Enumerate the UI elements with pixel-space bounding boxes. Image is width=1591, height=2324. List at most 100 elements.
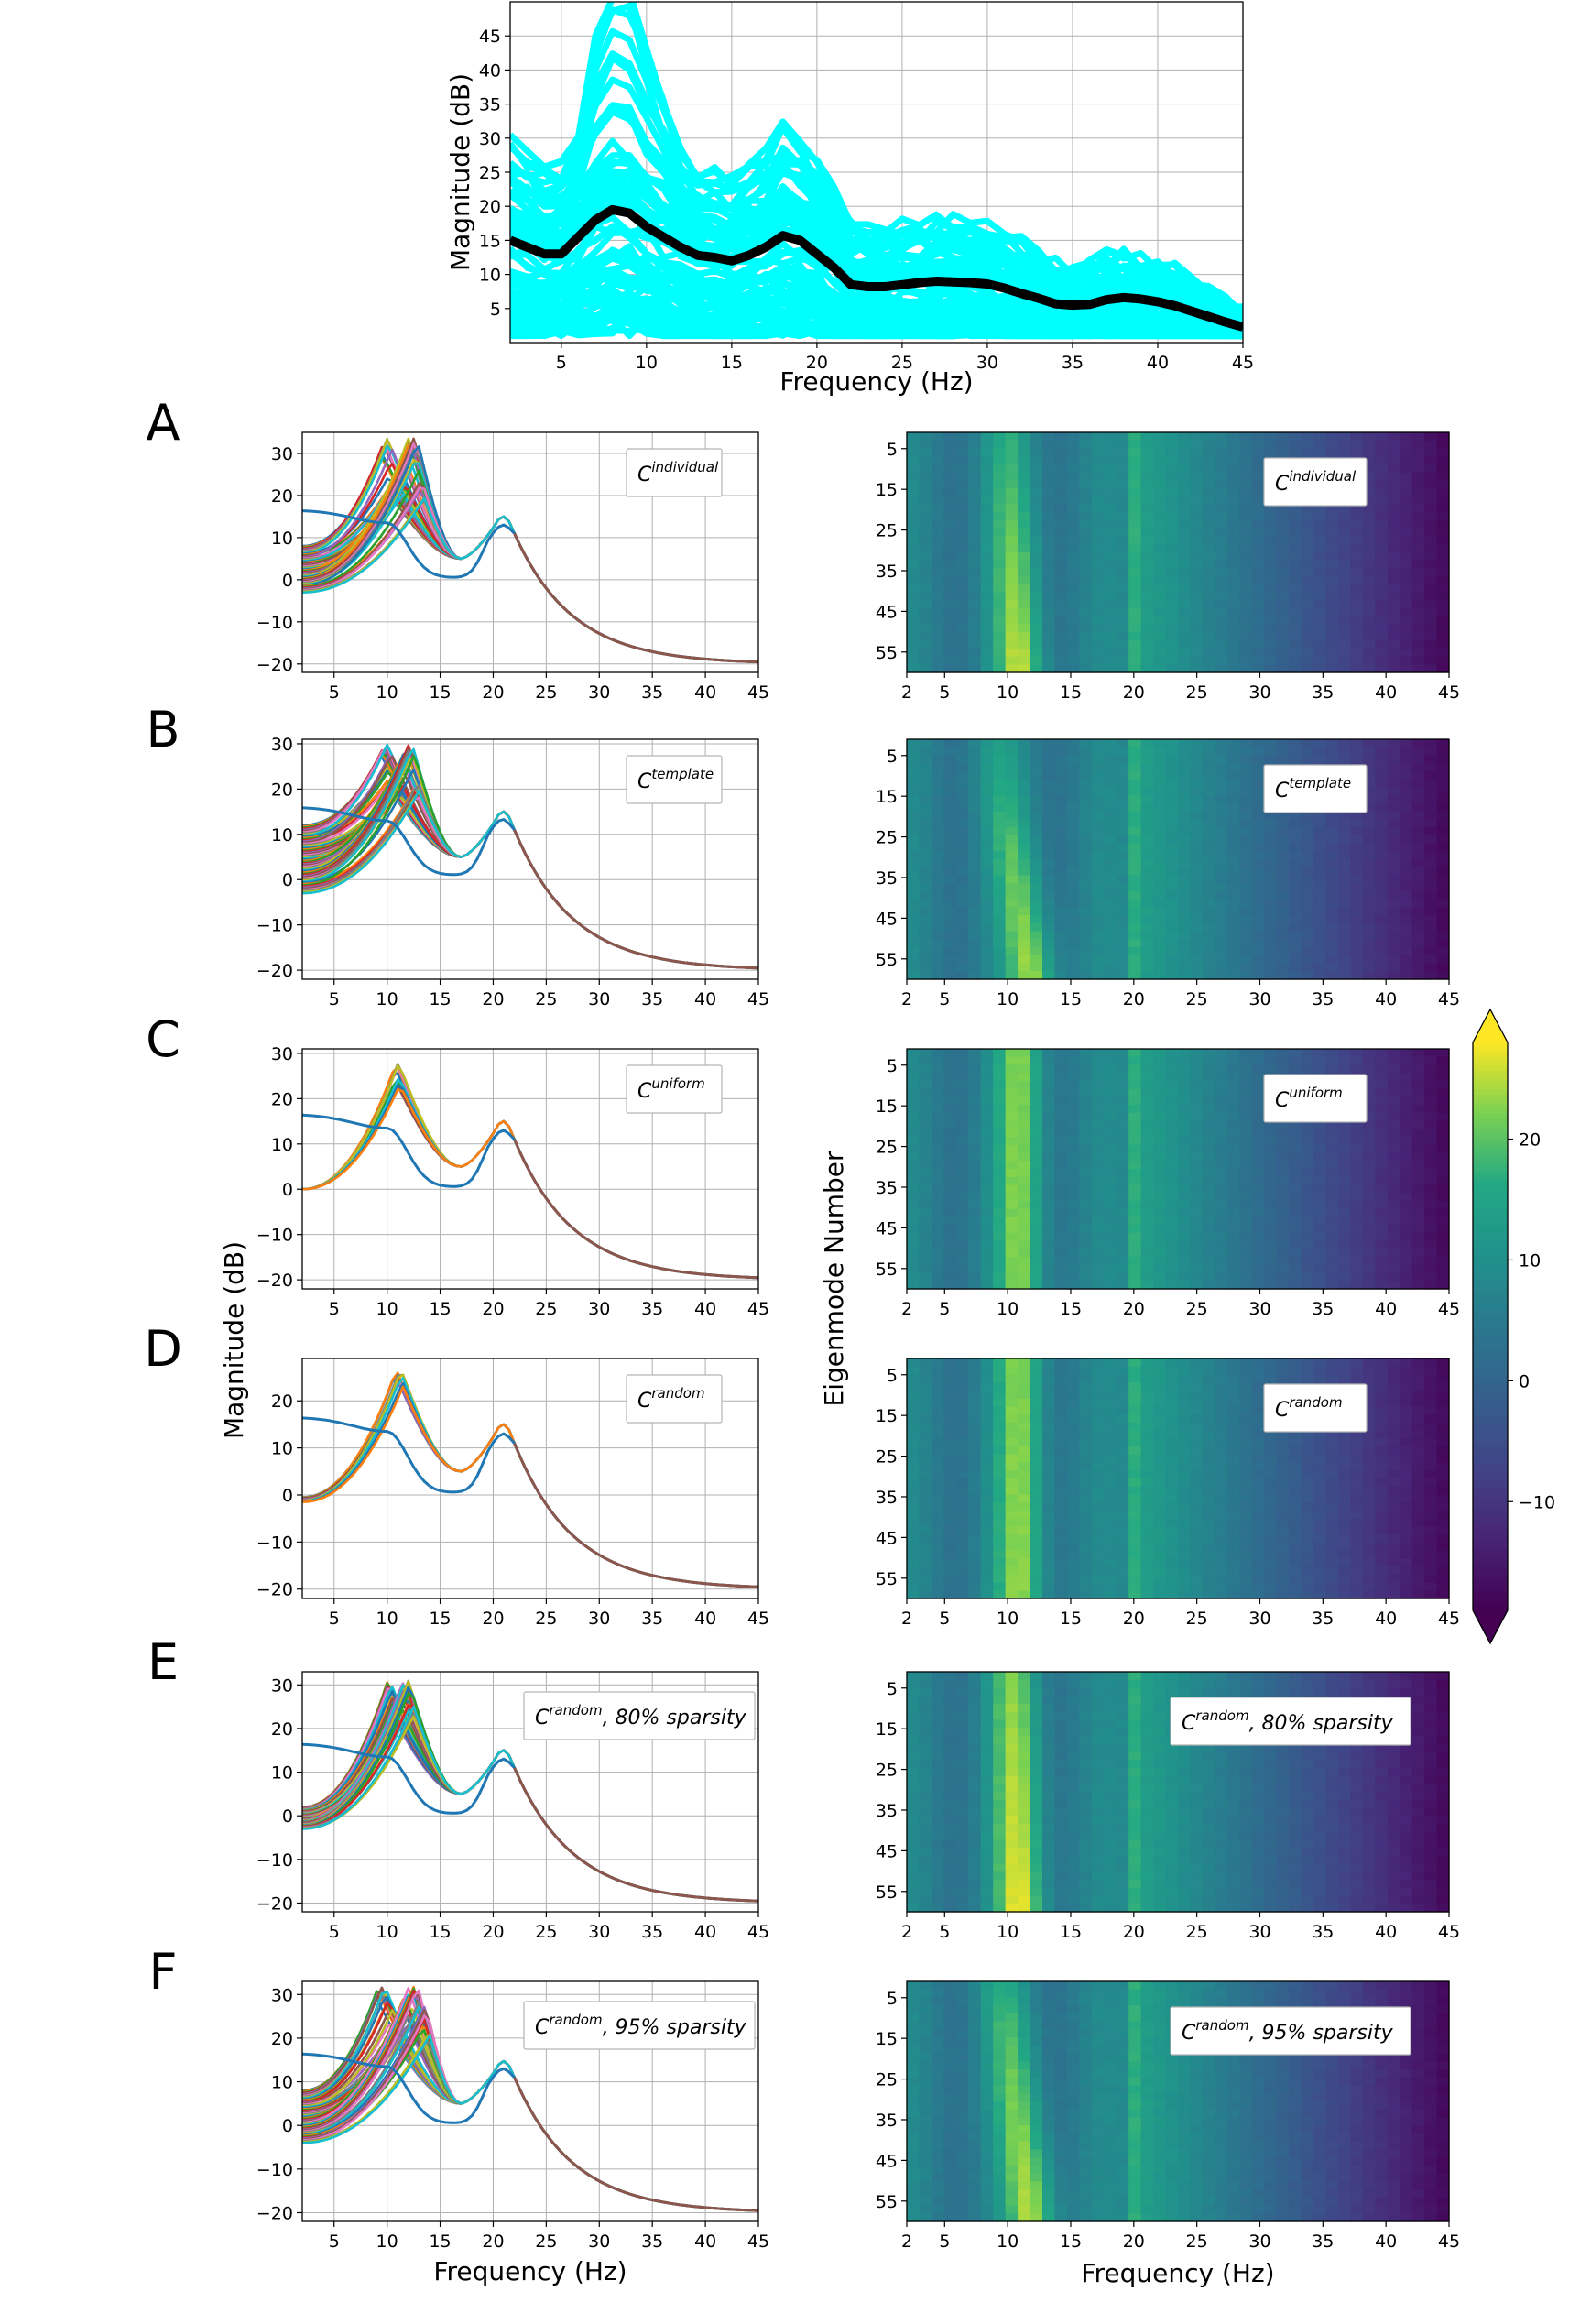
heatmap-cell xyxy=(931,787,944,796)
heatmap-cell xyxy=(1362,1137,1376,1146)
heatmap-cell xyxy=(1411,1161,1425,1170)
heatmap-cell xyxy=(1178,616,1192,626)
heatmap-cell xyxy=(1424,907,1438,916)
heatmap-cell xyxy=(1030,1193,1043,1202)
heatmap-cell xyxy=(1190,536,1204,545)
heatmap-cell xyxy=(1400,536,1413,545)
heatmap-cell xyxy=(1375,656,1389,665)
heatmap-cell xyxy=(1165,899,1179,908)
heatmap-cell xyxy=(1178,922,1192,933)
heatmap-cell xyxy=(1301,1176,1314,1186)
heatmap-cell xyxy=(1128,899,1142,908)
heatmap-cell xyxy=(1165,624,1179,633)
heatmap-cell xyxy=(1165,819,1179,828)
heatmap-cell xyxy=(1054,1056,1068,1066)
heatmap-cell xyxy=(1337,1200,1351,1210)
heatmap-cell xyxy=(1079,1176,1093,1186)
heatmap-cell xyxy=(1400,504,1413,513)
heatmap-cell xyxy=(1005,899,1019,908)
heatmap-cell xyxy=(1104,536,1117,545)
heatmap-cell xyxy=(955,1382,969,1391)
heatmap-cell xyxy=(1104,632,1117,641)
heatmap-cell xyxy=(1153,488,1167,497)
heatmap-cell xyxy=(1030,456,1043,465)
heatmap-cell xyxy=(968,568,982,577)
heatmap-cell xyxy=(1116,1112,1129,1122)
heatmap-cell xyxy=(907,1249,921,1258)
heatmap-cell xyxy=(1066,464,1080,474)
heatmap-cell xyxy=(1239,1281,1253,1290)
heatmap-cell xyxy=(1239,890,1253,900)
heatmap-cell xyxy=(1190,1200,1204,1210)
heatmap-cell xyxy=(1153,739,1167,748)
heatmap-cell xyxy=(1190,464,1204,474)
heatmap-cell xyxy=(1018,922,1031,933)
heatmap-cell xyxy=(1424,536,1438,545)
heatmap-cell xyxy=(1042,827,1056,836)
heatmap-cell xyxy=(1054,1358,1068,1368)
heatmap-cell xyxy=(1104,560,1117,570)
heatmap-cell xyxy=(1190,456,1204,465)
heatmap-cell xyxy=(1226,1169,1240,1178)
heatmap-cell xyxy=(1005,1358,1019,1368)
heatmap-cell xyxy=(1215,1272,1228,1282)
heatmap-cell xyxy=(1301,875,1314,884)
heatmap-cell xyxy=(1030,568,1043,577)
heatmap-cell xyxy=(1054,739,1068,748)
heatmap-cell xyxy=(1387,747,1400,757)
heatmap-cell xyxy=(1005,496,1019,506)
heatmap-cell xyxy=(1264,1374,1278,1383)
heatmap-cell xyxy=(1239,947,1253,956)
heatmap-cell xyxy=(919,1073,932,1082)
heatmap-cell xyxy=(1375,1129,1389,1138)
heatmap-cell xyxy=(1424,440,1438,450)
heatmap-cell xyxy=(1165,947,1179,956)
heatmap-cell xyxy=(1165,859,1179,868)
heatmap-cell xyxy=(968,1080,982,1090)
legend-frame xyxy=(523,1691,756,1740)
heatmap-cell xyxy=(1054,1374,1068,1383)
heatmap-cell xyxy=(1091,1073,1105,1082)
heatmap-cell xyxy=(1140,883,1154,892)
heatmap-cell xyxy=(919,1366,932,1376)
x-tick-label: 25 xyxy=(535,682,557,703)
heatmap-cell xyxy=(1054,811,1068,820)
heatmap-cell xyxy=(1411,640,1425,649)
heatmap-cell xyxy=(968,1112,982,1122)
heatmap-cell xyxy=(1104,859,1117,868)
heatmap-cell xyxy=(968,472,982,481)
heatmap-cell xyxy=(1054,931,1068,940)
heatmap-cell xyxy=(1400,560,1413,570)
heatmap-cell xyxy=(993,552,1007,562)
heatmap-cell xyxy=(1226,867,1240,877)
heatmap-cell xyxy=(1091,1382,1105,1391)
heatmap-cell xyxy=(1116,875,1129,884)
heatmap-cell xyxy=(1116,1161,1129,1170)
heatmap-cell xyxy=(1264,1161,1278,1170)
heatmap-cell xyxy=(931,1129,944,1138)
heatmap-cell xyxy=(1276,1264,1290,1274)
heatmap-cell xyxy=(943,608,957,617)
heatmap-cell xyxy=(1325,1049,1339,1058)
heatmap-cell xyxy=(1239,1105,1253,1114)
x-tick-label: 15 xyxy=(429,1609,451,1629)
heatmap-cell xyxy=(1140,747,1154,757)
heatmap-cell xyxy=(1226,1144,1240,1154)
heatmap-cell xyxy=(1264,811,1278,820)
heatmap-cell xyxy=(1411,1169,1425,1178)
heatmap-cell xyxy=(1387,922,1400,933)
heatmap-cell xyxy=(1079,947,1093,956)
heatmap-cell xyxy=(1251,1366,1265,1376)
heatmap-cell xyxy=(1276,1217,1290,1226)
heatmap-cell xyxy=(1165,1056,1179,1066)
heatmap-cell xyxy=(1424,592,1438,601)
heatmap-cell xyxy=(907,440,921,450)
heatmap-cell xyxy=(1165,504,1179,513)
heatmap-cell xyxy=(1018,624,1031,633)
heatmap-cell xyxy=(1400,656,1413,665)
heatmap-cell xyxy=(1375,536,1389,545)
heatmap-cell xyxy=(1226,1056,1240,1066)
heatmap-cell xyxy=(1005,1176,1019,1186)
heatmap-cell xyxy=(1030,1120,1043,1129)
y-tick-label: 45 xyxy=(876,1218,898,1238)
